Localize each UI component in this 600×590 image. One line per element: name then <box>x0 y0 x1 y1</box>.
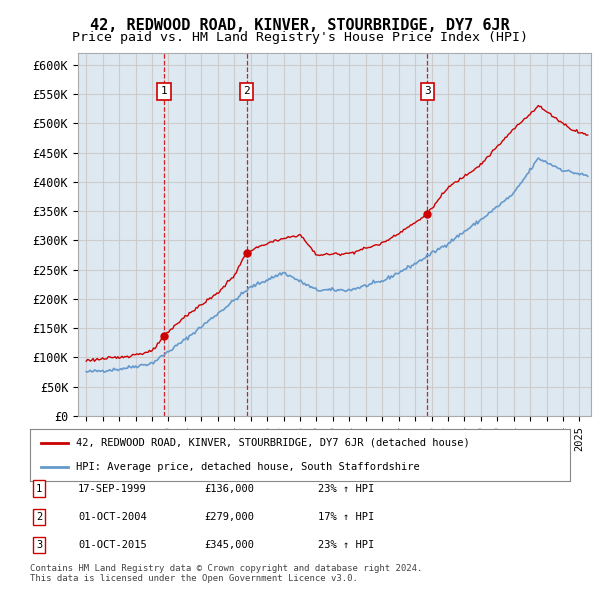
Text: £345,000: £345,000 <box>204 540 254 550</box>
Text: 17% ↑ HPI: 17% ↑ HPI <box>318 512 374 522</box>
Text: 23% ↑ HPI: 23% ↑ HPI <box>318 540 374 550</box>
Text: 01-OCT-2015: 01-OCT-2015 <box>78 540 147 550</box>
Text: 23% ↑ HPI: 23% ↑ HPI <box>318 484 374 493</box>
Text: £136,000: £136,000 <box>204 484 254 493</box>
Text: 17-SEP-1999: 17-SEP-1999 <box>78 484 147 493</box>
Text: 3: 3 <box>36 540 42 550</box>
Text: £279,000: £279,000 <box>204 512 254 522</box>
Text: 2: 2 <box>243 86 250 96</box>
Text: Price paid vs. HM Land Registry's House Price Index (HPI): Price paid vs. HM Land Registry's House … <box>72 31 528 44</box>
Text: 01-OCT-2004: 01-OCT-2004 <box>78 512 147 522</box>
Text: Contains HM Land Registry data © Crown copyright and database right 2024.
This d: Contains HM Land Registry data © Crown c… <box>30 563 422 583</box>
Text: 2: 2 <box>36 512 42 522</box>
Text: 1: 1 <box>36 484 42 493</box>
Text: HPI: Average price, detached house, South Staffordshire: HPI: Average price, detached house, Sout… <box>76 462 419 472</box>
Text: 42, REDWOOD ROAD, KINVER, STOURBRIDGE, DY7 6JR: 42, REDWOOD ROAD, KINVER, STOURBRIDGE, D… <box>90 18 510 32</box>
Text: 42, REDWOOD ROAD, KINVER, STOURBRIDGE, DY7 6JR (detached house): 42, REDWOOD ROAD, KINVER, STOURBRIDGE, D… <box>76 438 470 448</box>
Text: 3: 3 <box>424 86 431 96</box>
Text: 1: 1 <box>160 86 167 96</box>
